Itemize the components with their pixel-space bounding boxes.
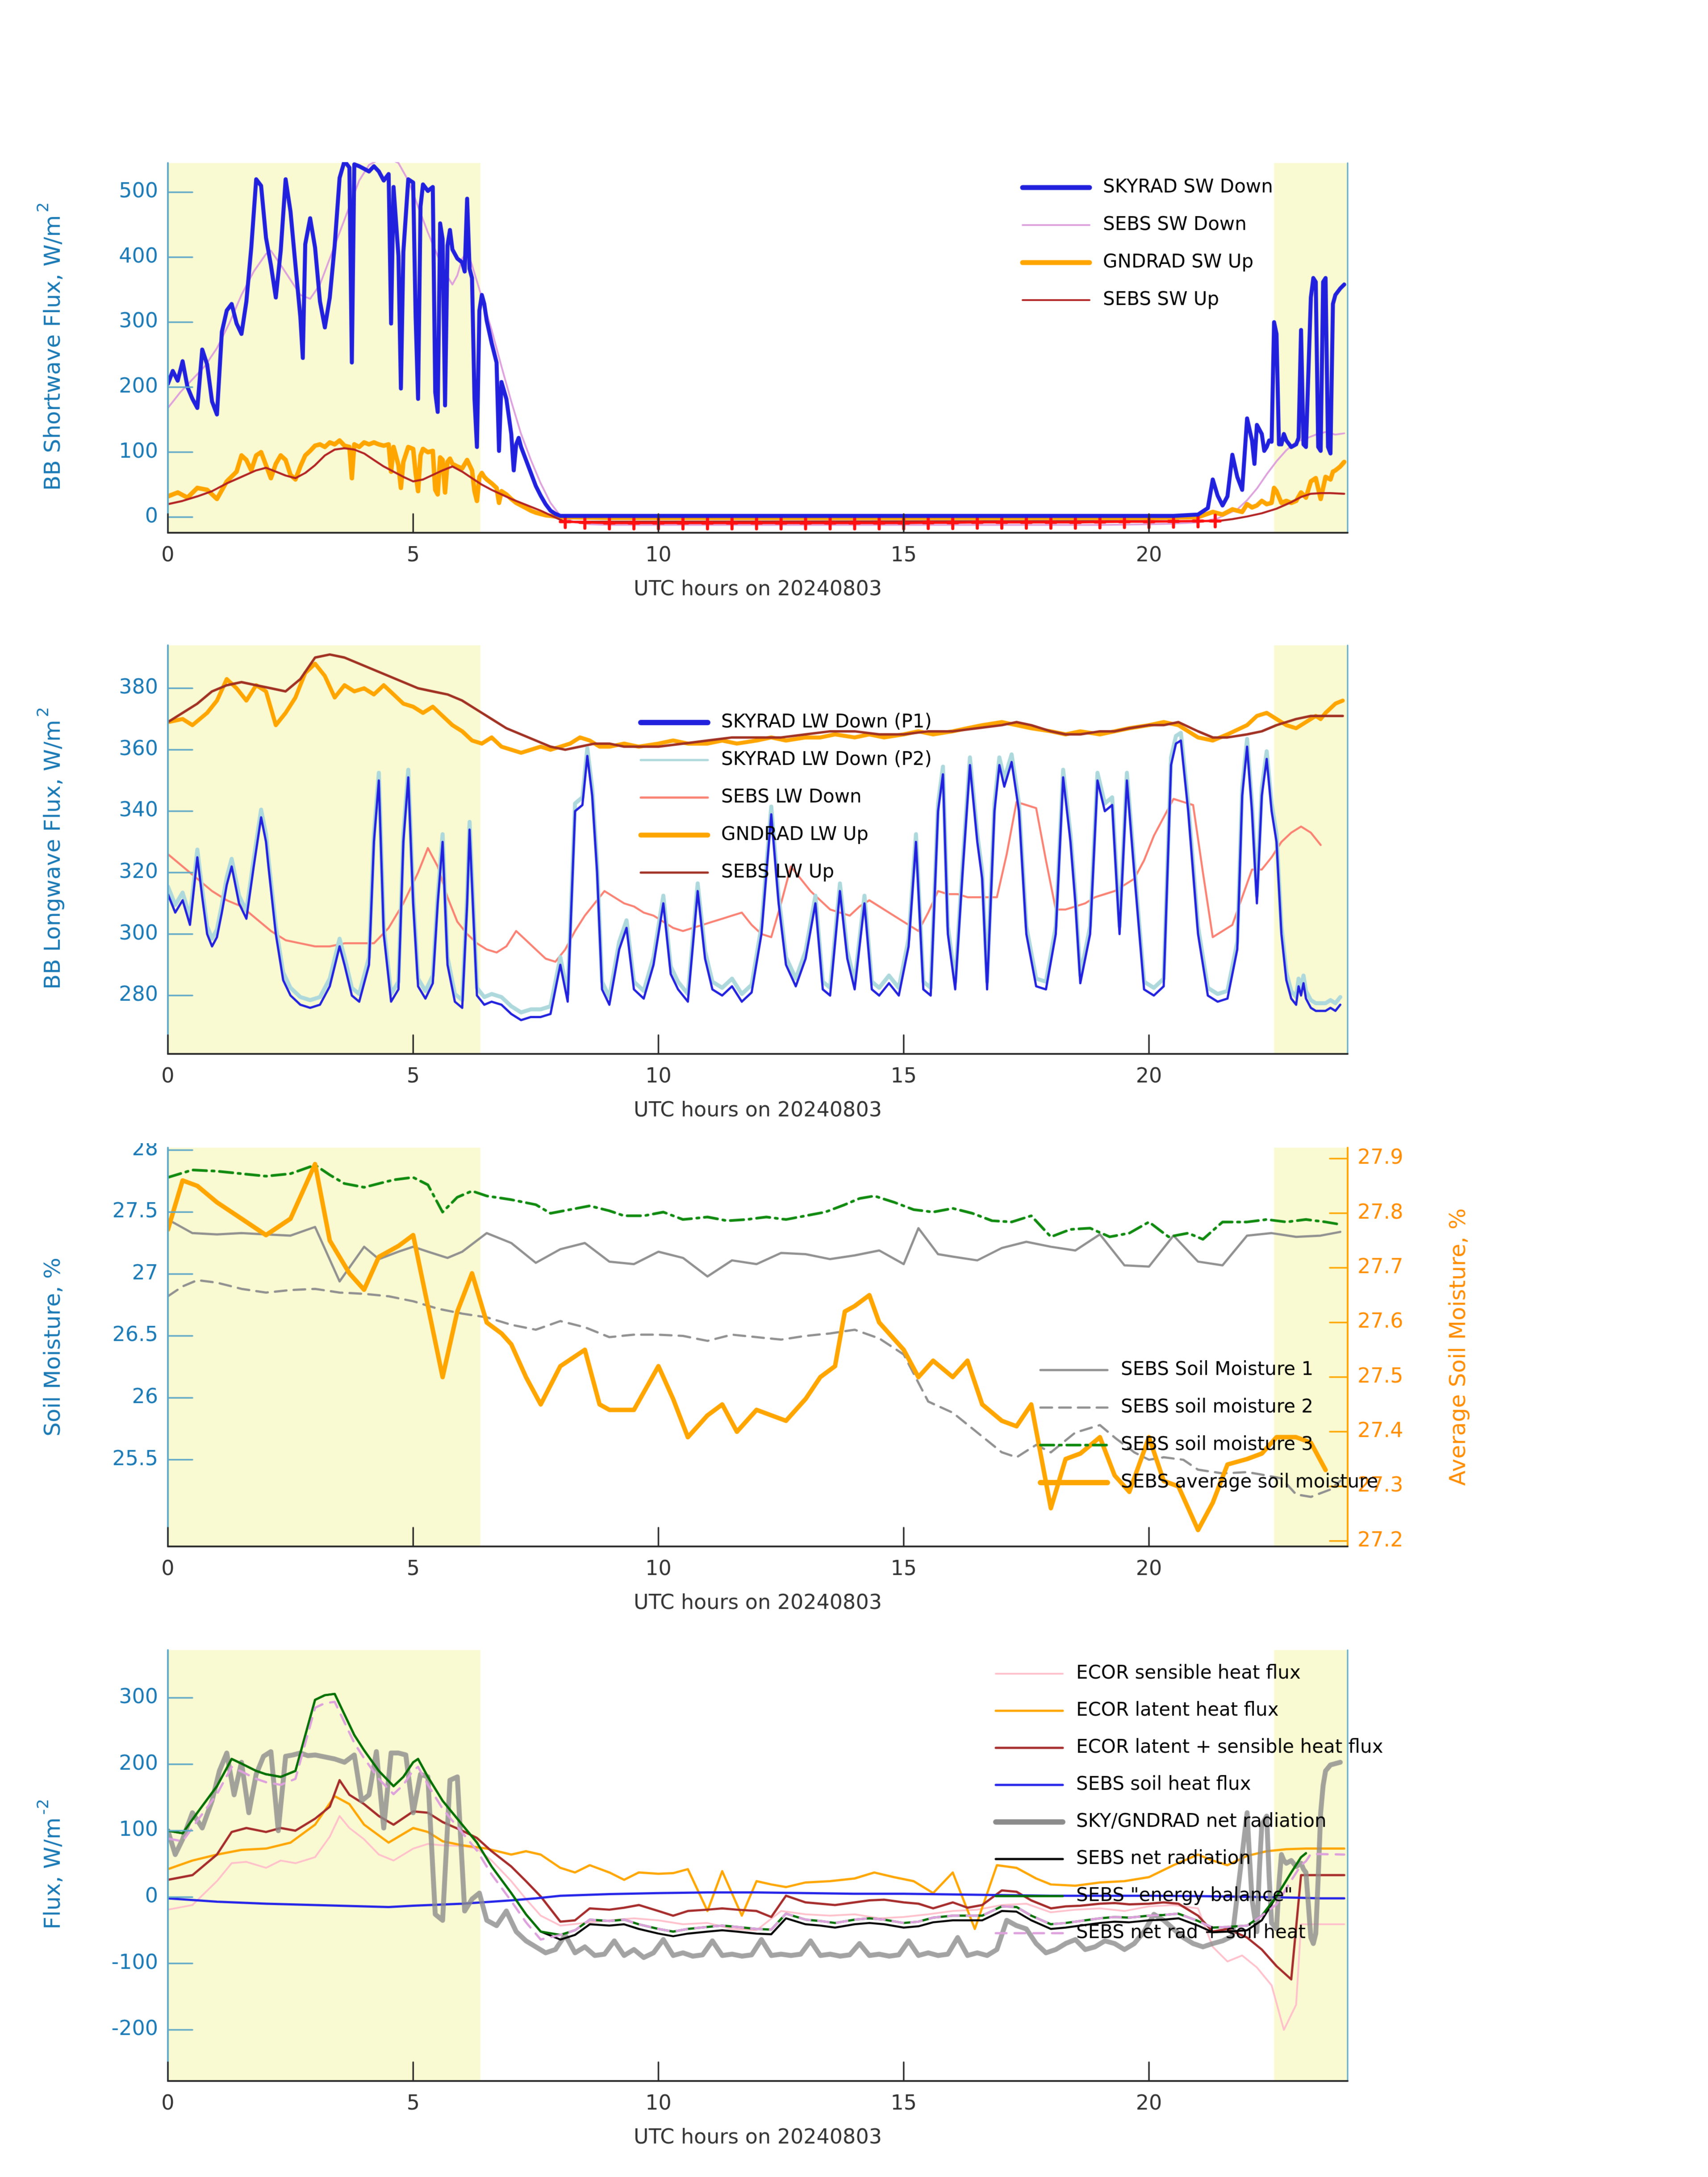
soil-moisture-chart — [0, 1143, 1708, 1648]
sw-flux-chart — [0, 0, 1708, 625]
heat-flux-chart — [0, 1648, 1708, 2177]
lw-flux-chart — [0, 625, 1708, 1143]
